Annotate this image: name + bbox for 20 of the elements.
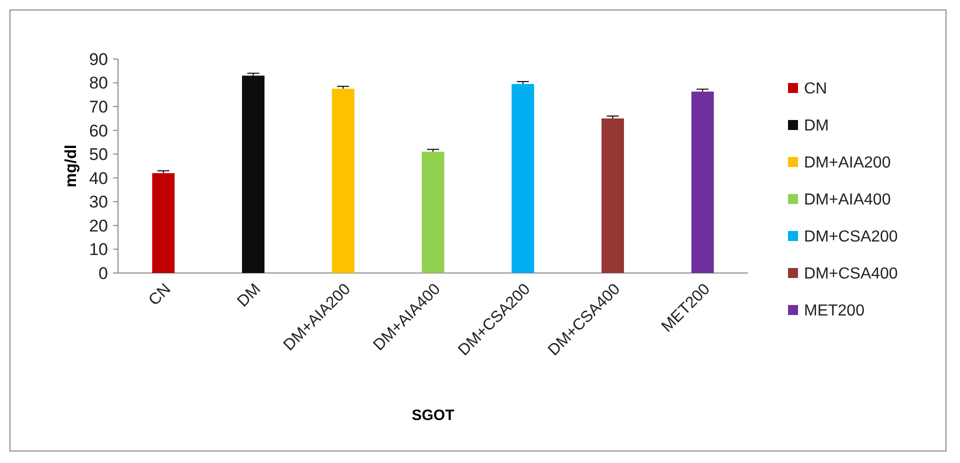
y-tick-label: 40 [89,168,108,188]
x-tick-label: DM [234,280,264,310]
legend-label: CN [804,80,828,98]
legend-label: DM+CSA200 [804,228,898,246]
y-tick-label: 90 [89,50,108,69]
x-tick-label: CN [146,280,174,310]
legend-label: DM+AIA400 [804,192,891,209]
y-tick-label: 20 [89,216,108,236]
y-tick-label: 50 [89,145,108,164]
y-axis-title: mg/dl [63,144,80,188]
y-tick-label: 30 [89,192,108,212]
y-tick-label: 80 [89,74,108,93]
y-tick-label: 0 [98,264,108,283]
x-axis-title: SGOT [412,407,454,424]
y-tick-label: 70 [89,98,108,117]
y-tick-label: 10 [89,240,108,260]
y-tick-label: 60 [89,121,108,140]
legend-label: DM+AIA200 [804,154,891,172]
legend-label: DM+CSA400 [804,266,898,283]
legend-label: DM [804,118,829,135]
